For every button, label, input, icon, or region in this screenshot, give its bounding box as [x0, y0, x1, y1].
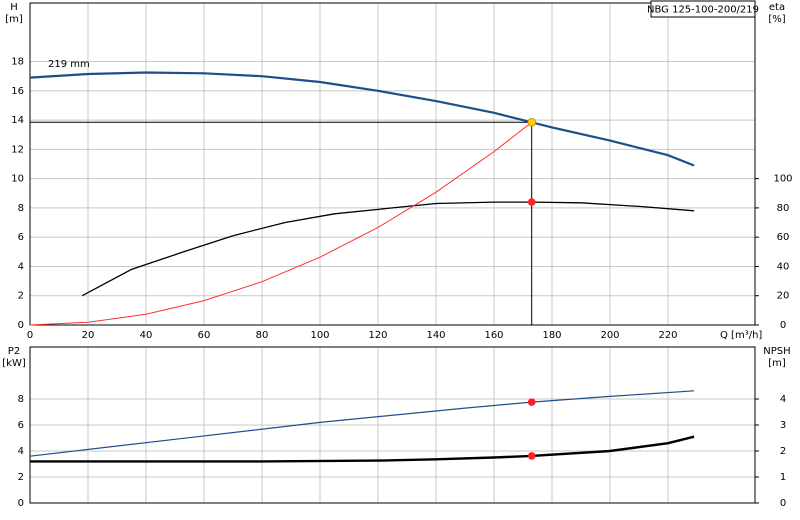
y-tick-label: 8 — [18, 394, 24, 405]
y2-tick-label: 4 — [780, 394, 786, 405]
duty-point — [527, 398, 536, 406]
duty-point — [527, 198, 536, 206]
plot-frame — [29, 346, 756, 504]
y2-axis-label: [%] — [768, 14, 785, 25]
y2-tick-label: 1 — [780, 472, 786, 483]
y-tick-label: 0 — [18, 320, 24, 331]
curve — [29, 390, 695, 457]
x-tick-label: 80 — [256, 330, 269, 341]
duty-point — [527, 452, 536, 460]
y2-tick-label: 100 — [773, 174, 792, 185]
curve-label: 219 mm — [48, 59, 90, 70]
y2-tick-label: 0 — [780, 498, 786, 509]
y-axis-label: [m] — [5, 14, 23, 25]
curve — [30, 435, 695, 463]
y2-axis-label: eta — [769, 2, 785, 13]
x-tick-label: 60 — [198, 330, 211, 341]
x-tick-label: 100 — [310, 330, 329, 341]
y-axis-label: [kW] — [2, 358, 26, 369]
y-tick-label: 4 — [18, 261, 24, 272]
x-tick-label: 200 — [600, 330, 619, 341]
duty-point — [527, 117, 537, 127]
y-tick-label: 6 — [18, 232, 24, 243]
y2-axis-label: NPSH — [763, 346, 790, 357]
y-tick-label: 10 — [11, 174, 24, 185]
y-axis-label: P2 — [8, 346, 20, 357]
y-tick-label: 2 — [18, 291, 24, 302]
curve — [81, 201, 695, 297]
x-tick-label: 140 — [426, 330, 445, 341]
y-tick-label: 16 — [11, 86, 24, 97]
chart-title: NBG 125-100-200/219 — [647, 5, 759, 16]
x-axis-label: Q [m³/h] — [720, 330, 762, 341]
y-tick-label: 0 — [18, 498, 24, 509]
y-tick-label: 4 — [18, 446, 24, 457]
y-tick-label: 14 — [11, 115, 24, 126]
x-tick-label: 20 — [82, 330, 95, 341]
y2-tick-label: 3 — [780, 420, 786, 431]
y-tick-label: 6 — [18, 420, 24, 431]
curve — [29, 71, 695, 167]
y2-tick-label: 40 — [777, 261, 790, 272]
y-tick-label: 8 — [18, 203, 24, 214]
y2-tick-label: 60 — [777, 232, 790, 243]
x-tick-label: 0 — [27, 330, 33, 341]
y-tick-label: 12 — [11, 144, 24, 155]
y-axis-label: H — [10, 2, 18, 13]
x-tick-label: 40 — [140, 330, 153, 341]
y2-tick-label: 2 — [780, 446, 786, 457]
x-tick-label: 220 — [658, 330, 677, 341]
plot-frame — [29, 2, 756, 326]
x-tick-label: 120 — [368, 330, 387, 341]
y2-axis-label: [m] — [768, 358, 786, 369]
x-tick-label: 160 — [484, 330, 503, 341]
y-tick-label: 18 — [11, 57, 24, 68]
y-tick-label: 2 — [18, 472, 24, 483]
x-tick-label: 180 — [542, 330, 561, 341]
y2-tick-label: 80 — [777, 203, 790, 214]
y2-tick-label: 20 — [777, 291, 790, 302]
title-box — [650, 0, 756, 18]
y2-tick-label: 0 — [780, 320, 786, 331]
curve — [29, 121, 533, 326]
